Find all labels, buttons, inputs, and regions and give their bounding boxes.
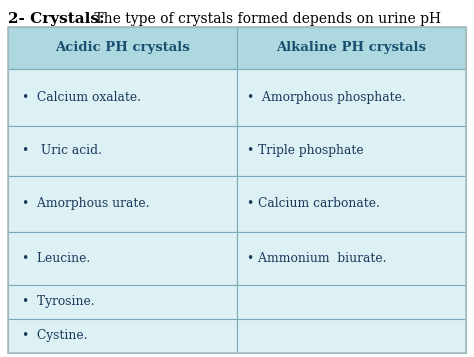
Text: •  Amorphous phosphate.: • Amorphous phosphate. bbox=[247, 91, 406, 104]
Text: The type of crystals formed depends on urine pH: The type of crystals formed depends on u… bbox=[90, 12, 441, 26]
Bar bbox=[237, 69, 466, 126]
Bar bbox=[8, 126, 237, 176]
Bar bbox=[237, 27, 466, 69]
Bar bbox=[8, 285, 237, 319]
Bar bbox=[8, 176, 237, 232]
Text: • Ammonium  biurate.: • Ammonium biurate. bbox=[247, 252, 386, 265]
Text: •  Tyrosine.: • Tyrosine. bbox=[22, 295, 95, 308]
Bar bbox=[8, 232, 237, 285]
Bar bbox=[237, 319, 466, 353]
Bar bbox=[237, 176, 466, 232]
Text: Alkaline PH crystals: Alkaline PH crystals bbox=[276, 41, 427, 54]
Bar bbox=[237, 232, 466, 285]
Text: •  Amorphous urate.: • Amorphous urate. bbox=[22, 197, 149, 210]
Text: •  Calcium oxalate.: • Calcium oxalate. bbox=[22, 91, 141, 104]
Bar bbox=[8, 319, 237, 353]
Bar bbox=[237, 126, 466, 176]
Text: 2- Crystals:: 2- Crystals: bbox=[8, 12, 105, 26]
Text: •  Cystine.: • Cystine. bbox=[22, 330, 88, 342]
Text: •  Leucine.: • Leucine. bbox=[22, 252, 90, 265]
Text: Acidic PH crystals: Acidic PH crystals bbox=[55, 41, 190, 54]
Bar bbox=[8, 27, 237, 69]
Bar bbox=[237, 285, 466, 319]
Text: • Triple phosphate: • Triple phosphate bbox=[247, 144, 364, 157]
Text: •   Uric acid.: • Uric acid. bbox=[22, 144, 102, 157]
Text: • Calcium carbonate.: • Calcium carbonate. bbox=[247, 197, 380, 210]
Bar bbox=[8, 69, 237, 126]
